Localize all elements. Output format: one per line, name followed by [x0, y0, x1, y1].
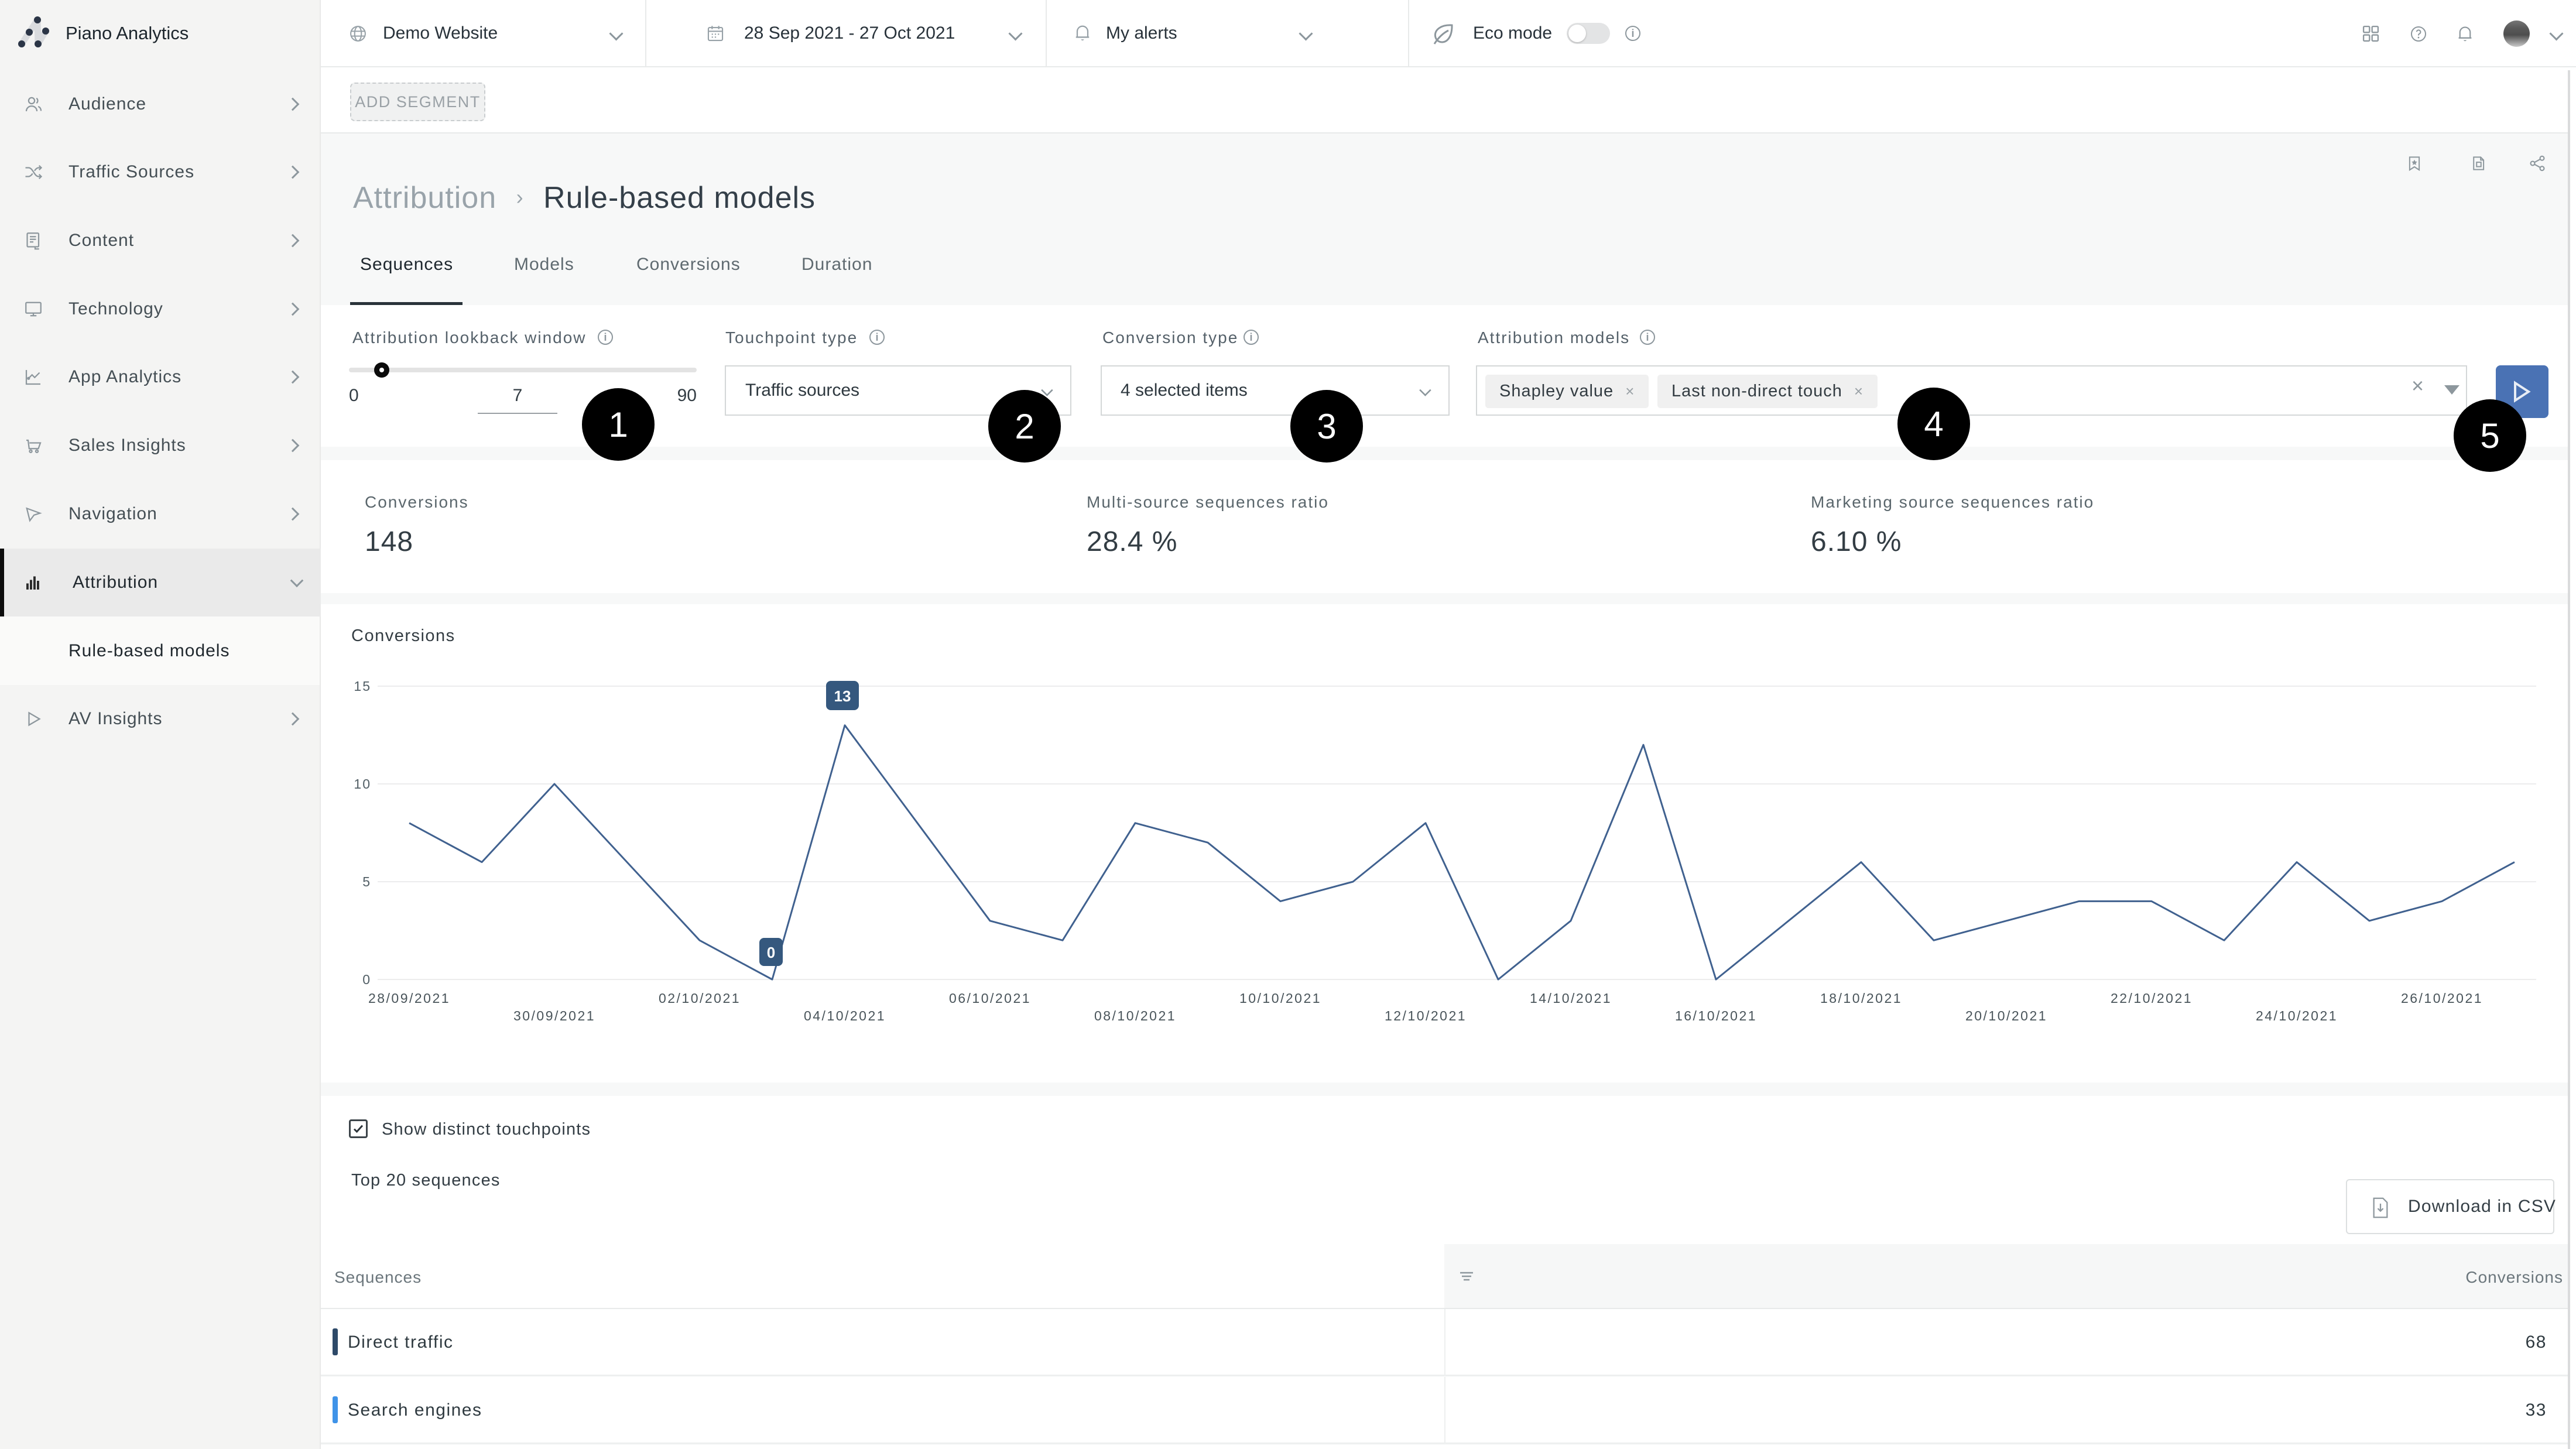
- svg-text:12/10/2021: 12/10/2021: [1385, 1008, 1467, 1023]
- svg-text:26/10/2021: 26/10/2021: [2401, 991, 2483, 1006]
- svg-text:16/10/2021: 16/10/2021: [1675, 1008, 1757, 1023]
- svg-text:20/10/2021: 20/10/2021: [1965, 1008, 2047, 1023]
- svg-text:04/10/2021: 04/10/2021: [804, 1008, 886, 1023]
- svg-text:08/10/2021: 08/10/2021: [1094, 1008, 1176, 1023]
- svg-text:14/10/2021: 14/10/2021: [1530, 991, 1612, 1006]
- svg-text:13: 13: [834, 687, 851, 705]
- svg-text:10: 10: [354, 776, 371, 792]
- svg-text:18/10/2021: 18/10/2021: [1820, 991, 1902, 1006]
- svg-text:15: 15: [354, 679, 371, 694]
- svg-text:06/10/2021: 06/10/2021: [949, 991, 1031, 1006]
- svg-text:Conversions: Conversions: [351, 626, 455, 645]
- svg-text:0: 0: [362, 972, 371, 987]
- svg-text:0: 0: [767, 944, 775, 961]
- svg-text:22/10/2021: 22/10/2021: [2111, 991, 2193, 1006]
- svg-text:10/10/2021: 10/10/2021: [1239, 991, 1321, 1006]
- svg-text:28/09/2021: 28/09/2021: [368, 991, 450, 1006]
- svg-text:5: 5: [362, 874, 371, 889]
- svg-text:30/09/2021: 30/09/2021: [513, 1008, 595, 1023]
- svg-text:24/10/2021: 24/10/2021: [2256, 1008, 2338, 1023]
- svg-text:02/10/2021: 02/10/2021: [659, 991, 741, 1006]
